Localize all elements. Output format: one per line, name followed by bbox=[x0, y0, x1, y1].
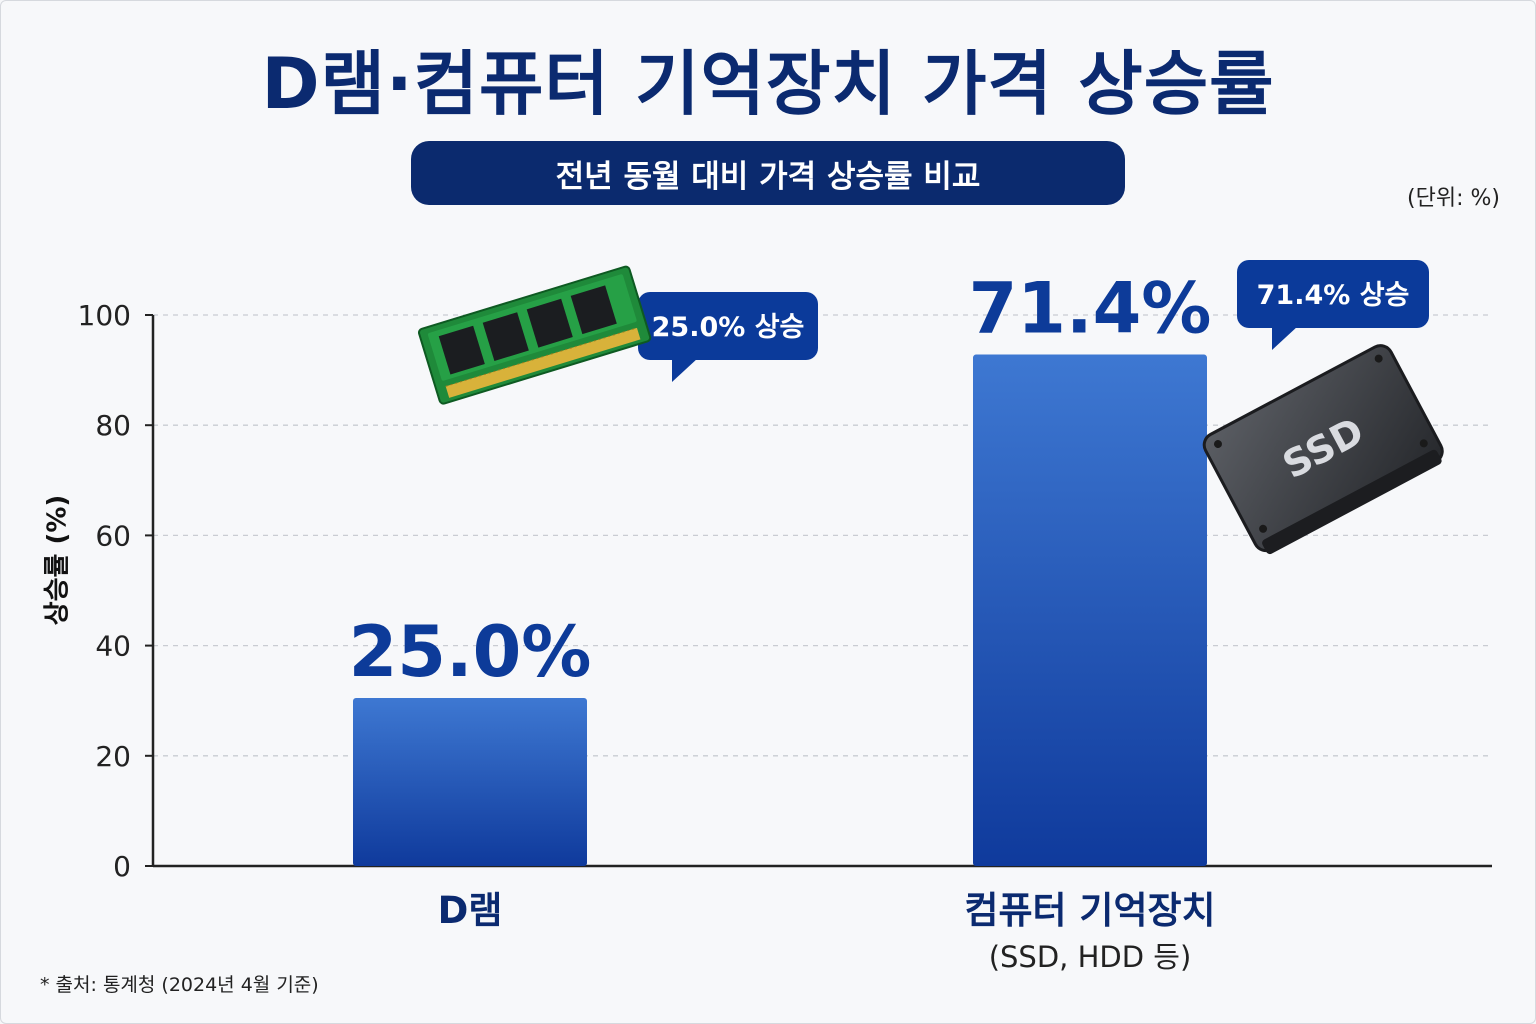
y-tick-label: 100 bbox=[78, 299, 131, 332]
callout-bubble: 25.0% 상승 bbox=[638, 292, 818, 382]
y-tick-label: 20 bbox=[95, 740, 131, 773]
bar-2 bbox=[973, 354, 1207, 866]
subtitle-banner: 전년 동월 대비 가격 상승률 비교 bbox=[411, 141, 1125, 205]
bar-1 bbox=[353, 697, 587, 866]
x-tick-label: D램 bbox=[438, 889, 503, 932]
value-label: 71.4% bbox=[969, 268, 1212, 350]
ram-module-icon bbox=[417, 265, 652, 405]
y-tick-label: 40 bbox=[95, 630, 131, 663]
unit-note: (단위: %) bbox=[1407, 186, 1500, 211]
callout-text: 25.0% 상승 bbox=[652, 312, 805, 343]
source-note: * 출처: 통계청 (2024년 4월 기준) bbox=[40, 974, 319, 996]
y-tick-label: 0 bbox=[113, 850, 131, 883]
ssd-drive-icon: SSD bbox=[1202, 344, 1444, 555]
callout-text: 71.4% 상승 bbox=[1257, 280, 1410, 311]
x-tick-label: 컴퓨터 기억장치 bbox=[964, 889, 1215, 932]
x-tick-sublabel: (SSD, HDD 등) bbox=[989, 940, 1192, 974]
y-tick-label: 60 bbox=[95, 519, 131, 552]
value-label: 25.0% bbox=[349, 611, 592, 693]
y-tick-label: 80 bbox=[95, 409, 131, 442]
callout-bubble: 71.4% 상승 bbox=[1237, 260, 1429, 350]
page-title: D램·컴퓨터 기억장치 가격 상승률 bbox=[261, 43, 1275, 125]
